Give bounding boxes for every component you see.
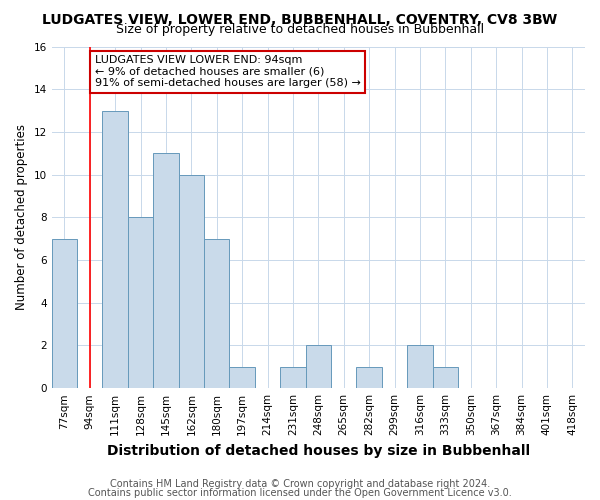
Bar xyxy=(433,367,458,388)
Bar xyxy=(305,346,331,388)
Bar xyxy=(229,367,255,388)
Bar xyxy=(153,154,179,388)
Bar xyxy=(179,174,204,388)
Text: Contains public sector information licensed under the Open Government Licence v3: Contains public sector information licen… xyxy=(88,488,512,498)
Bar xyxy=(103,110,128,388)
Text: Size of property relative to detached houses in Bubbenhall: Size of property relative to detached ho… xyxy=(116,22,484,36)
Bar xyxy=(280,367,305,388)
Bar xyxy=(204,238,229,388)
Bar xyxy=(128,218,153,388)
Text: LUDGATES VIEW LOWER END: 94sqm
← 9% of detached houses are smaller (6)
91% of se: LUDGATES VIEW LOWER END: 94sqm ← 9% of d… xyxy=(95,55,361,88)
Y-axis label: Number of detached properties: Number of detached properties xyxy=(15,124,28,310)
Bar xyxy=(356,367,382,388)
Bar xyxy=(407,346,433,388)
Text: Contains HM Land Registry data © Crown copyright and database right 2024.: Contains HM Land Registry data © Crown c… xyxy=(110,479,490,489)
Text: LUDGATES VIEW, LOWER END, BUBBENHALL, COVENTRY, CV8 3BW: LUDGATES VIEW, LOWER END, BUBBENHALL, CO… xyxy=(43,12,557,26)
X-axis label: Distribution of detached houses by size in Bubbenhall: Distribution of detached houses by size … xyxy=(107,444,530,458)
Bar xyxy=(52,238,77,388)
